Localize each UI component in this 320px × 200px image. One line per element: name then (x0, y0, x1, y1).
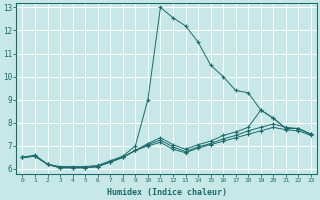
X-axis label: Humidex (Indice chaleur): Humidex (Indice chaleur) (107, 188, 227, 197)
